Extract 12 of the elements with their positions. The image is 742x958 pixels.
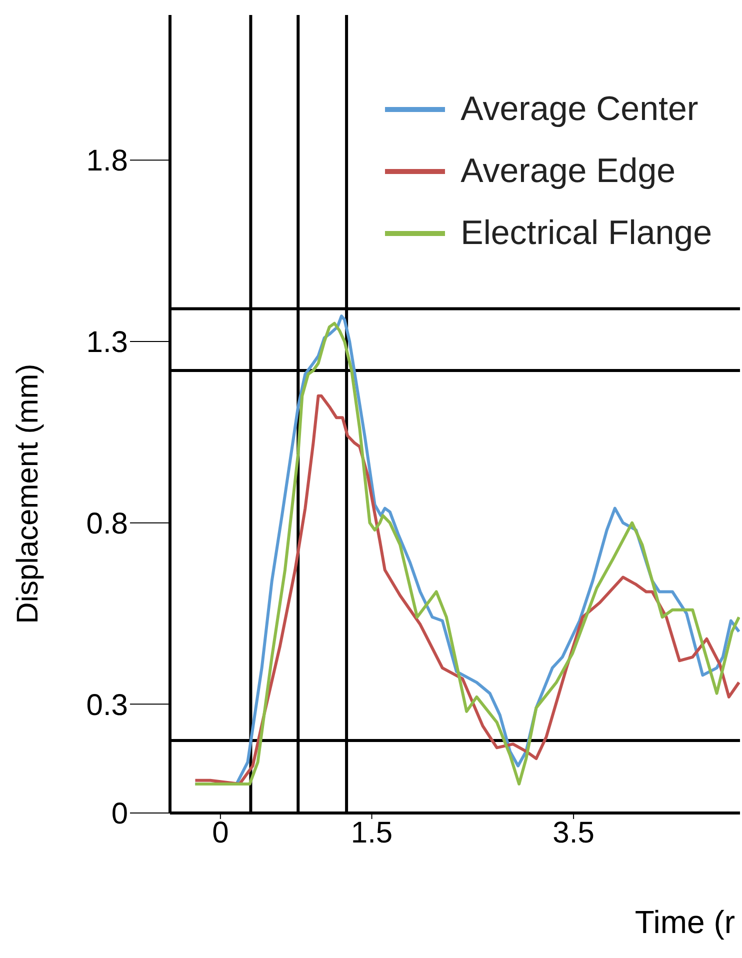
x-tick-label: 1.5: [350, 816, 393, 850]
x-axis-title: Time (r: [634, 904, 736, 940]
legend-label: Average Edge: [460, 151, 676, 192]
y-axis-title: Displacement (mm): [12, 364, 44, 624]
y-tick-label: 0.3: [86, 688, 128, 722]
y-tick-label: 1.8: [86, 144, 128, 178]
y-tick-label: 0.8: [86, 507, 128, 540]
legend-label: Electrical Flange: [460, 213, 712, 254]
x-tick-label: 0: [212, 816, 229, 850]
legend-label: Average Center: [460, 89, 698, 130]
y-tick-label: 1.3: [86, 326, 128, 360]
x-tick-label: 3.5: [552, 816, 594, 850]
